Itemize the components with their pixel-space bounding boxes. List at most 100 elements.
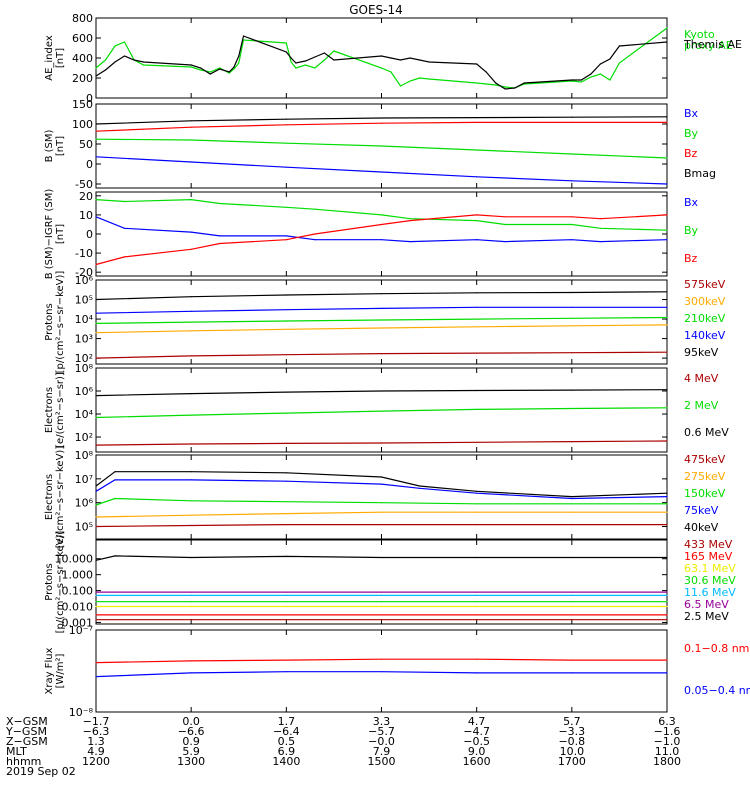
axis-row-value: −1.0 [654,735,681,748]
data-point [571,223,573,226]
data-point [380,511,383,513]
data-point [419,487,421,489]
series-line [95,555,667,561]
data-point [571,153,573,155]
data-point [95,312,97,314]
legend-label: 95keV [684,346,719,359]
data-point [390,71,392,73]
data-point [190,231,192,233]
axis-row-value: 5.9 [182,745,200,758]
data-point [190,605,192,608]
data-point [476,176,478,178]
data-point [666,619,668,621]
data-point [219,202,221,205]
series-line [95,35,668,90]
legend-label: 63.1 MeV [684,562,736,575]
data-point [314,67,316,69]
data-point [95,525,97,528]
axis-row-value: 1300 [177,755,205,768]
legend-label: 6.5 MeV [684,598,729,611]
data-point [380,524,383,526]
data-point [571,389,573,391]
data-point [95,605,97,608]
data-point [599,227,602,229]
y-tick-label: 10³ [75,333,93,346]
data-point [476,326,478,328]
data-point [190,66,192,68]
data-point [571,116,573,118]
data-point [95,332,97,334]
y-axis-label: [p/(cm²−s−sr−keV)] [55,531,66,634]
data-point [571,496,573,498]
data-point [380,307,383,309]
axis-row-value: −6.6 [178,725,205,738]
data-point [190,120,192,122]
data-point [285,605,287,608]
data-point [666,556,668,559]
data-point [380,293,383,295]
y-tick-label: -50 [75,178,93,191]
data-point [380,117,383,119]
data-point [504,88,506,90]
data-point [95,123,97,125]
y-tick-label: 10⁴ [75,408,94,421]
data-point [95,199,97,201]
data-point [209,71,211,73]
data-point [476,605,478,608]
data-point [95,516,97,518]
y-axis-label: Electrons [44,474,55,520]
data-point [95,594,97,597]
data-point [190,479,192,481]
data-point [219,242,221,245]
data-point [380,619,383,621]
data-point [571,317,573,319]
data-point [285,294,287,296]
data-point [571,511,573,513]
data-point [285,619,287,621]
data-point [304,64,306,66]
series-line [95,216,668,243]
axis-row-value: 0.9 [182,735,200,748]
data-point [476,149,478,151]
data-point [666,605,668,608]
data-point [476,389,478,392]
data-point [285,659,287,661]
axis-row-label: hhmm [6,755,41,768]
series-line [95,324,668,334]
data-point [571,325,573,327]
data-point [380,171,383,173]
data-point [609,79,611,81]
y-axis-label: [e/(cm²−s−sr−keV)] [55,446,66,549]
data-point [285,328,287,330]
data-point [419,77,421,79]
data-point [285,412,287,414]
data-point [571,352,573,354]
legend-label: 150keV [684,487,726,500]
legend-label: Bx [684,107,699,120]
data-point [666,594,668,597]
axis-row-value: 7.9 [373,745,391,758]
y-axis-label: [e/(cm²−s−sr)] [55,372,66,448]
y-tick-label: 0.010 [62,601,94,614]
data-point [476,658,478,660]
legend-label: 2 MeV [684,399,719,412]
y-tick-label: 0.100 [62,585,94,598]
axis-row-value: 10.0 [560,745,585,758]
axis-row-value: −4.7 [463,725,490,738]
data-point [476,121,478,123]
panel-frame [95,454,668,540]
axis-row-value: 4.9 [87,745,105,758]
data-point [590,73,592,75]
y-tick-label: 10² [75,352,93,365]
data-point [666,229,668,231]
data-point [476,239,478,241]
legend-label: By [684,224,699,237]
data-point [233,68,235,70]
data-point [599,63,602,65]
y-tick-label: 10⁵ [75,294,93,307]
data-point [666,214,668,216]
y-axis-label: [W/m²] [55,653,66,688]
legend-label: Bz [684,147,698,160]
data-point [571,239,573,241]
